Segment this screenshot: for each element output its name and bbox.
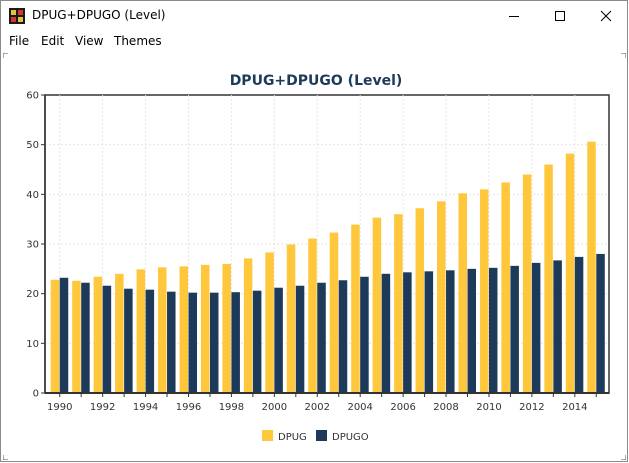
minimize-button[interactable]: [491, 1, 537, 31]
maximize-icon: [555, 11, 565, 21]
menu-themes[interactable]: Themes: [114, 34, 162, 48]
bar-dpug-2009: [458, 193, 467, 393]
menu-view[interactable]: View: [75, 34, 104, 48]
bar-dpug-2006: [394, 214, 403, 393]
bar-dpugo-1994: [145, 289, 155, 393]
bar-dpug-1994: [136, 269, 146, 393]
maximize-button[interactable]: [537, 1, 583, 31]
minimize-icon: [509, 16, 519, 17]
bar-dpug-2012: [522, 174, 532, 393]
bar-dpugo-2009: [467, 268, 477, 393]
legend-label-dpugo: DPUGO: [332, 432, 369, 443]
window-title: DPUG+DPUGO (Level): [32, 8, 166, 22]
y-tick-label: 50: [26, 140, 39, 151]
y-tick-label: 40: [26, 190, 39, 201]
bar-dpugo-1997: [209, 292, 219, 393]
x-tick-label: 1994: [133, 402, 158, 413]
x-tick-label: 2002: [305, 402, 330, 413]
bar-dpug-2014: [565, 153, 575, 393]
chart-panel: DPUG+DPUGO (Level) 0 10 20 30 40 50 60 1990 1992…: [2, 52, 627, 461]
bar-dpug-2015: [587, 141, 596, 393]
bar-dpugo-2005: [381, 273, 391, 393]
bar-dpugo-2004: [360, 276, 369, 393]
bar-dpugo-2007: [424, 271, 434, 393]
bar-dpugo-2008: [446, 270, 455, 393]
bar-dpug-2002: [308, 238, 317, 393]
bar-dpug-2007: [415, 208, 425, 393]
bar-dpug-1997: [200, 264, 210, 393]
bar-dpugo-1993: [124, 288, 133, 393]
bar-dpugo-2002: [317, 282, 326, 393]
bar-dpug-2010: [479, 189, 489, 393]
bar-dpugo-2000: [274, 287, 283, 393]
bar-dpug-1995: [158, 267, 167, 393]
legend-swatch-dpugo: [316, 430, 327, 441]
bar-dpug-2011: [501, 182, 510, 393]
x-tick-label: 2008: [433, 402, 458, 413]
bar-dpugo-2012: [531, 262, 541, 393]
x-tick-label: 1998: [219, 402, 244, 413]
bar-dpugo-2015: [596, 253, 605, 393]
bar-dpugo-1992: [102, 285, 112, 393]
bar-dpugo-1991: [81, 282, 90, 393]
x-tick-label: 1990: [47, 402, 72, 413]
bar-dpugo-2013: [553, 260, 562, 393]
x-tick-label: 1992: [90, 402, 115, 413]
x-tick-label: 2000: [262, 402, 287, 413]
menu-file[interactable]: File: [9, 34, 30, 48]
title-bar[interactable]: DPUG+DPUGO (Level): [1, 1, 627, 31]
bar-dpug-1992: [93, 276, 103, 393]
menu-edit[interactable]: Edit: [41, 34, 65, 48]
app-icon: [9, 8, 25, 24]
bar-dpugo-1996: [188, 292, 198, 393]
bar-dpugo-1999: [252, 290, 262, 393]
bar-dpug-2001: [286, 244, 296, 393]
bar-dpug-1991: [72, 280, 81, 393]
close-button[interactable]: [583, 1, 629, 31]
x-tick-label: 1996: [176, 402, 201, 413]
bar-dpugo-2010: [488, 267, 498, 393]
bar-dpug-2000: [265, 252, 274, 393]
bar-dpug-1999: [243, 258, 253, 393]
x-tick-label: 2012: [519, 402, 544, 413]
close-icon: [600, 10, 612, 22]
y-tick-label: 60: [26, 91, 39, 102]
bar-dpugo-2001: [295, 285, 305, 393]
axes: 0 10 20 30 40 50 60 1990 1992 1994 1996 1998 2000 200…: [26, 91, 609, 413]
bar-dpug-2005: [372, 217, 382, 393]
legend-label-dpug: DPUG: [278, 432, 307, 443]
bar-chart: DPUG+DPUGO (Level) 0 10 20 30 40 50 60 1990 1992…: [26, 73, 610, 443]
menu-bar: File Edit View Themes: [1, 31, 627, 51]
bar-dpug-2003: [329, 232, 339, 393]
y-tick-label: 20: [26, 289, 39, 300]
legend-swatch-dpug: [262, 430, 273, 441]
x-tick-label: 2006: [390, 402, 415, 413]
bar-dpugo-2014: [574, 256, 584, 393]
y-tick-label: 30: [26, 240, 39, 251]
x-tick-label: 2004: [347, 402, 372, 413]
bar-dpugo-1995: [167, 291, 176, 393]
y-tick-label: 0: [33, 389, 39, 400]
bars: [50, 141, 605, 393]
bar-dpugo-1998: [231, 292, 240, 393]
legend: DPUG DPUGO: [262, 430, 369, 443]
bar-dpugo-2011: [510, 265, 519, 393]
x-tick-label: 2014: [562, 402, 587, 413]
x-tick-label: 2010: [476, 402, 501, 413]
bar-dpugo-1990: [59, 277, 69, 393]
chart-title: DPUG+DPUGO (Level): [230, 73, 403, 89]
bar-dpug-2004: [351, 224, 360, 393]
bar-dpug-2013: [544, 164, 553, 393]
bar-dpug-1993: [115, 273, 124, 393]
bar-dpug-1998: [222, 263, 231, 393]
bar-dpug-1990: [50, 279, 60, 393]
bar-dpug-2008: [437, 201, 446, 393]
bar-dpugo-2003: [338, 280, 348, 393]
bar-dpugo-2006: [403, 272, 412, 393]
y-tick-label: 10: [26, 339, 39, 350]
bar-dpug-1996: [179, 266, 188, 393]
